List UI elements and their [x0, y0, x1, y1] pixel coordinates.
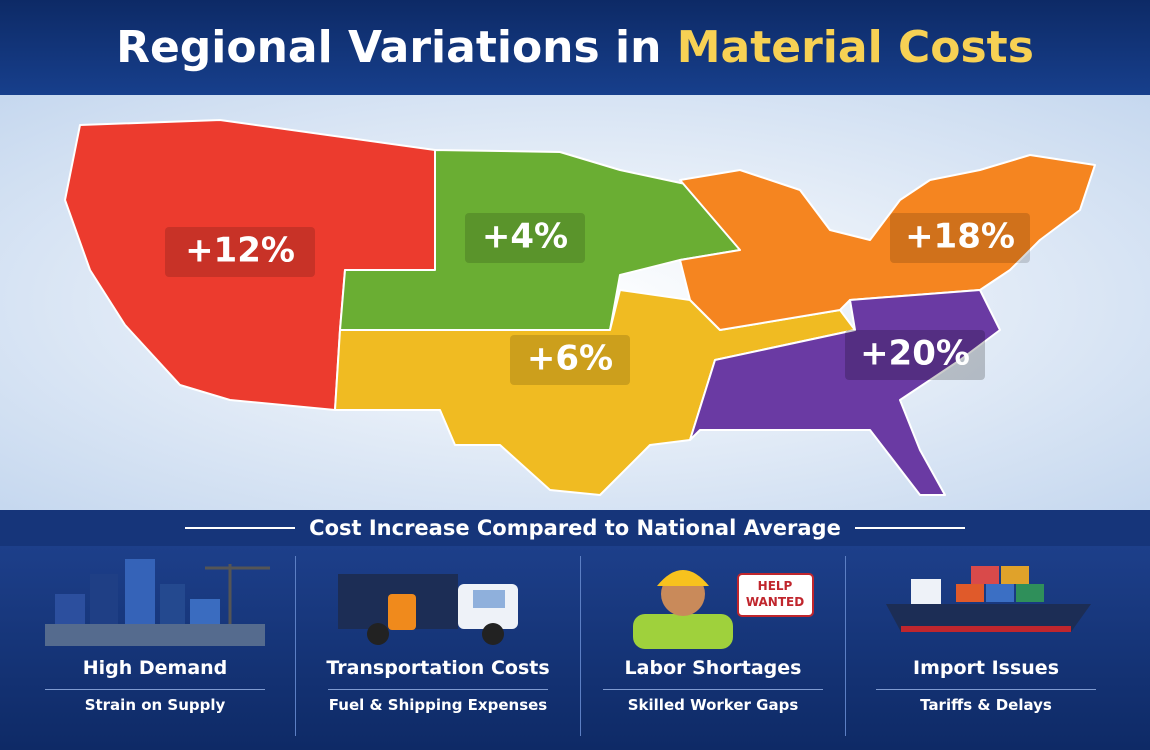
- region-northeast: [679, 154, 1096, 331]
- label-bg: [845, 330, 985, 380]
- map: +12% +4% +6% +18% +20%: [0, 95, 1150, 510]
- title-lead: Regional Variations in: [116, 22, 662, 73]
- factor-title: High Demand: [82, 657, 228, 679]
- sign-text: HELP: [758, 579, 793, 593]
- label-bg: [890, 213, 1030, 263]
- region-label: +4%: [482, 217, 568, 257]
- factor: HELP WANTED Labor Shortages Skilled Work…: [581, 546, 845, 750]
- factor-subtitle: Skilled Worker Gaps: [603, 689, 823, 714]
- title-highlight: Material Costs: [676, 22, 1034, 73]
- region-label: +12%: [185, 231, 295, 271]
- icon-city: [45, 559, 270, 646]
- factor-title: Labor Shortages: [624, 657, 802, 679]
- region-southeast: [689, 289, 1001, 496]
- icon-ship: [886, 566, 1091, 632]
- icon-truck: [338, 574, 518, 645]
- sign-text: WANTED: [746, 595, 804, 609]
- region-label: +18%: [905, 217, 1015, 257]
- divider: [580, 556, 581, 736]
- region-label: +6%: [527, 339, 613, 379]
- label-bg: [165, 227, 315, 277]
- factor-subtitle: Strain on Supply: [45, 689, 265, 714]
- factors: High Demand Strain on Supply Transportat…: [0, 546, 1150, 750]
- factor: High Demand Strain on Supply: [15, 546, 295, 750]
- icon-worker: HELP WANTED: [633, 570, 814, 649]
- label-bg: [465, 213, 585, 263]
- factor: Import Issues Tariffs & Delays: [846, 546, 1126, 750]
- divider: [845, 556, 846, 736]
- factor-title: Import Issues: [913, 657, 1059, 679]
- factor-subtitle: Tariffs & Delays: [876, 689, 1096, 714]
- banner-text: Cost Increase Compared to National Avera…: [309, 516, 841, 540]
- factor: Transportation Costs Fuel & Shipping Exp…: [296, 546, 580, 750]
- label-bg: [510, 335, 630, 385]
- factor-subtitle: Fuel & Shipping Expenses: [328, 689, 548, 714]
- region-label: +20%: [860, 334, 970, 374]
- factor-title: Transportation Costs: [326, 657, 550, 679]
- title-bar: Regional Variations in Material Costs: [0, 0, 1150, 95]
- divider: [295, 556, 296, 736]
- region-midwest: [339, 149, 741, 331]
- banner: Cost Increase Compared to National Avera…: [0, 510, 1150, 546]
